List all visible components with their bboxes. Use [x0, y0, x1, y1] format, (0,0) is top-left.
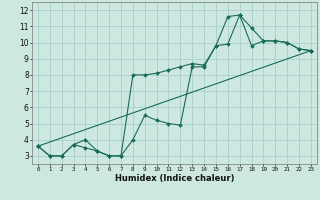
X-axis label: Humidex (Indice chaleur): Humidex (Indice chaleur)	[115, 174, 234, 183]
